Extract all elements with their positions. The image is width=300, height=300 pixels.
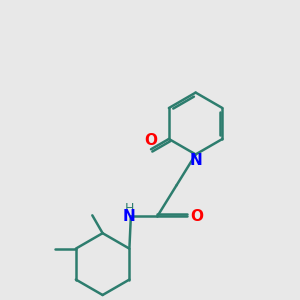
Text: H: H <box>125 202 134 214</box>
Text: N: N <box>189 153 202 168</box>
Text: O: O <box>145 133 158 148</box>
Text: O: O <box>190 209 203 224</box>
Text: N: N <box>123 209 136 224</box>
